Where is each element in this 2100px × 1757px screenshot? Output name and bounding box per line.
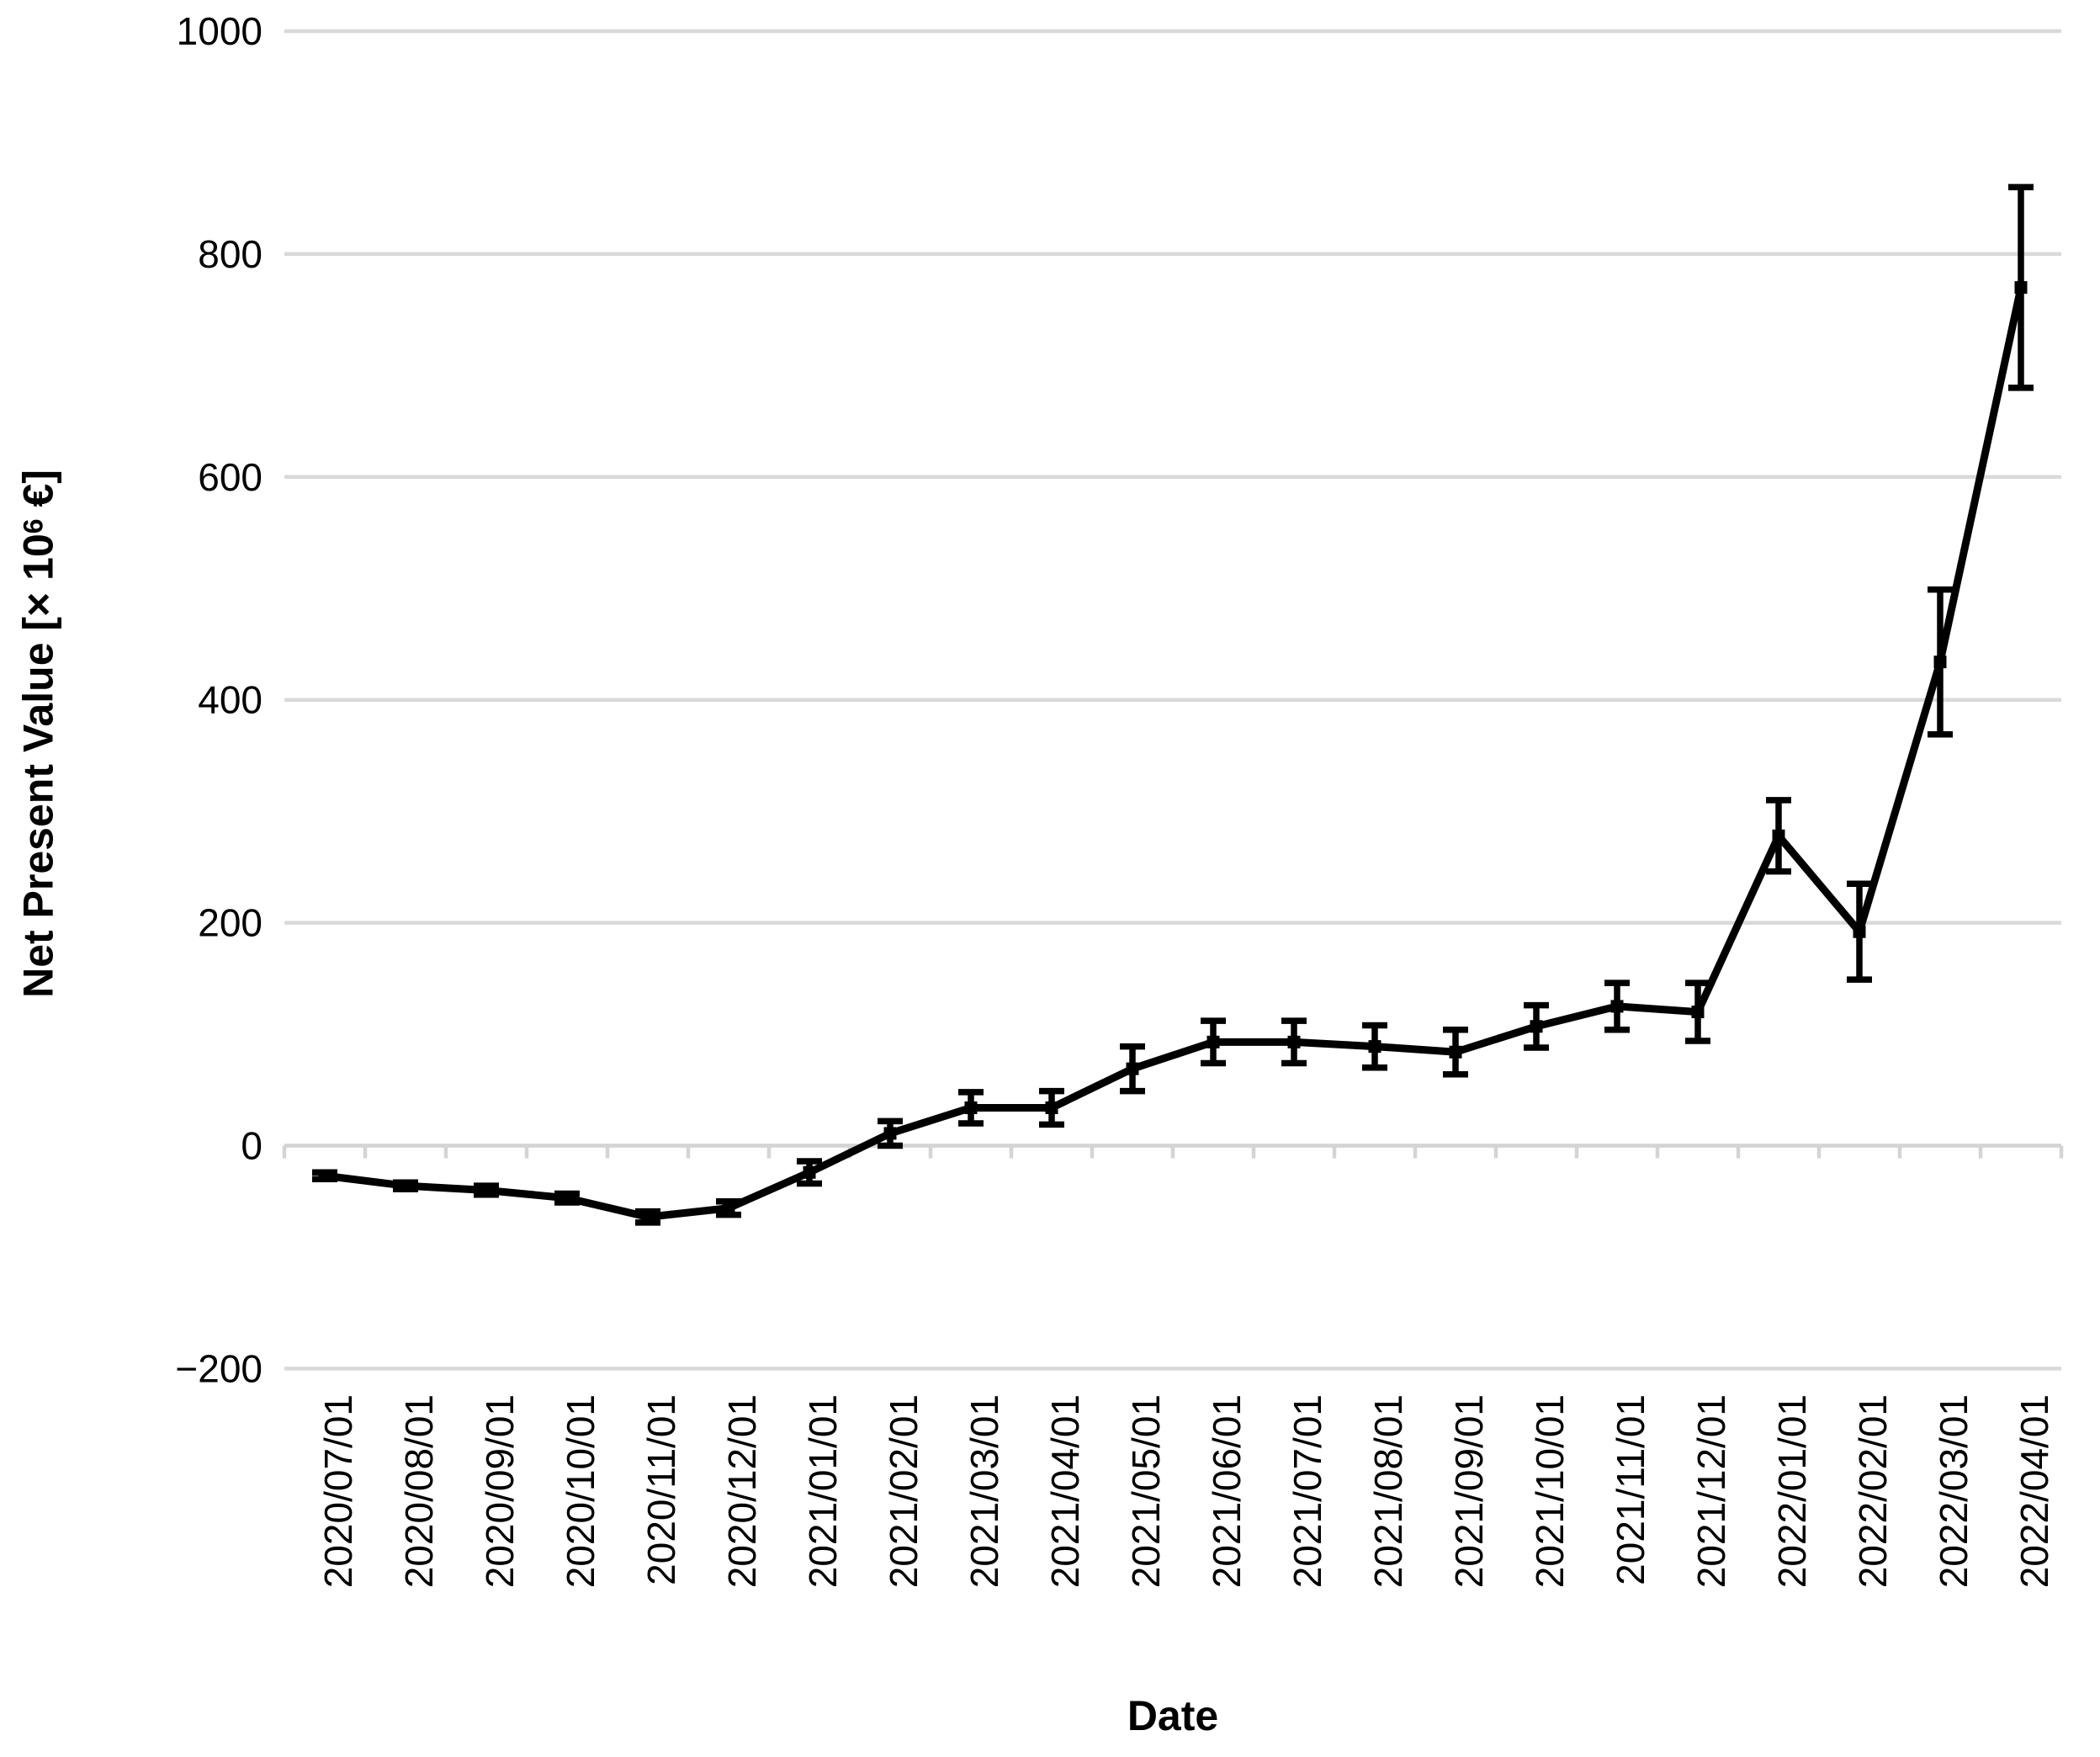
x-tick-label: 2021/05/01 [1124,1394,1168,1588]
data-point-marker [883,1127,897,1140]
x-tick-label: 2021/11/01 [1609,1394,1652,1585]
data-point-marker [1853,925,1866,938]
x-tick-label: 2020/11/01 [639,1394,683,1585]
data-point-marker [2014,281,2028,295]
x-axis-title: Date [1127,1692,1219,1739]
y-tick-labels-group: −200 0 200 400 600 800 1000 [175,9,262,1390]
x-tick-label: 2020/10/01 [559,1394,602,1588]
data-point-marker [480,1183,493,1197]
x-tick-labels-group: 2020/07/01 2020/08/01 2020/09/01 2020/10/01… [316,1394,2056,1588]
x-tick-label: 2022/01/01 [1770,1394,1814,1588]
y-tick-label: 1000 [177,9,262,53]
y-tick-label: 400 [198,678,262,722]
data-point-marker [722,1202,735,1215]
series-line [324,286,2025,1221]
x-tick-label: 2021/10/01 [1528,1394,1572,1588]
y-tick-label: −200 [175,1346,262,1390]
x-tick-label: 2022/02/01 [1851,1394,1895,1588]
data-point-marker [1530,1020,1543,1033]
data-point-marker [399,1179,412,1192]
data-point-marker [1287,1035,1301,1048]
data-point-marker [1691,1006,1705,1019]
x-tick-label: 2021/06/01 [1205,1394,1249,1588]
x-tick-label: 2021/02/01 [882,1394,925,1588]
x-tick-label: 2021/09/01 [1447,1394,1491,1588]
y-axis-title-superscript: 6 [18,518,49,534]
x-tick-label: 2021/07/01 [1286,1394,1329,1588]
data-point-marker [1368,1040,1381,1054]
x-tick-label: 2021/12/01 [1689,1394,1733,1588]
data-point-marker [1933,656,1947,669]
x-tick-label: 2022/03/01 [1932,1394,1975,1588]
data-point-marker [803,1165,816,1179]
data-point-marker [641,1210,655,1224]
x-tick-label: 2020/08/01 [397,1394,441,1588]
y-tick-label: 600 [198,455,262,499]
x-tick-label: 2022/04/01 [2012,1394,2056,1588]
data-point-marker [318,1169,331,1182]
y-axis-title: Net Present Value [× 106 €] [14,470,62,998]
data-point-marker [1126,1062,1139,1075]
x-tick-label: 2021/03/01 [962,1394,1006,1588]
x-axis-group [282,1144,2064,1159]
data-point-marker [1772,829,1785,842]
error-bars-group [312,183,2034,1226]
x-tick-label: 2020/07/01 [316,1394,360,1588]
y-axis-title-unit: €] [14,470,62,519]
data-point-marker [964,1101,978,1114]
x-tick-label: 2021/04/01 [1043,1394,1087,1588]
series-line-group [324,286,2025,1221]
data-point-marker [1449,1045,1462,1059]
x-tick-label: 2020/12/01 [720,1394,764,1588]
y-tick-label: 0 [241,1124,262,1168]
y-tick-label: 200 [198,901,262,945]
x-tick-label: 2020/09/01 [478,1394,522,1588]
data-point-marker [1045,1101,1058,1114]
data-point-marker [1206,1035,1220,1048]
x-tick-label: 2021/01/01 [801,1394,845,1588]
data-point-marker [1610,1000,1624,1013]
x-tick-label: 2021/08/01 [1366,1394,1410,1588]
y-tick-label: 800 [198,232,262,276]
gridlines-group [284,29,2061,1371]
data-point-marker [560,1192,574,1205]
markers-group [318,281,2028,1224]
y-axis-title-text: Net Present Value [× 10 [14,533,62,998]
